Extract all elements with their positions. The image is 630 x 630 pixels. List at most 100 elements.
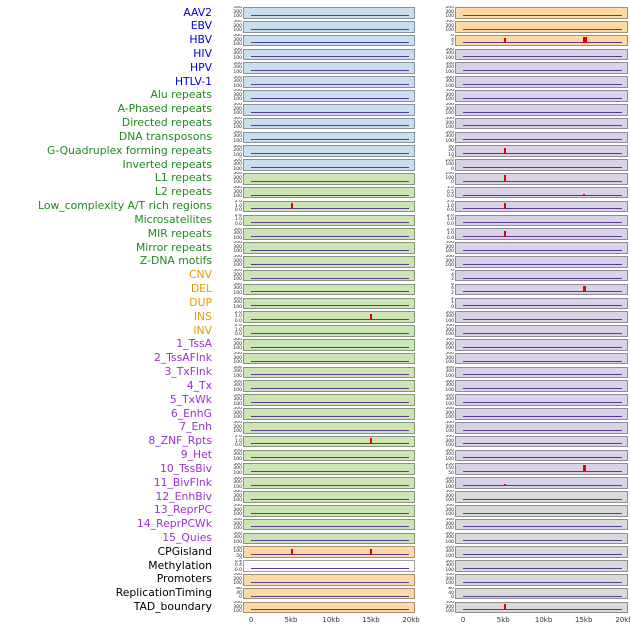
y-tick-label: 500 — [445, 407, 454, 412]
y-axis-ticks-left: 500 300 100 — [215, 283, 243, 296]
signal-baseline — [250, 443, 409, 445]
track-label: ReplicationTiming — [115, 586, 212, 600]
y-tick-label: 100 — [233, 415, 242, 421]
signal-baseline — [462, 374, 622, 376]
track-row: INV 2.0 1.0 0.0 500 300 100 — [0, 324, 630, 338]
y-tick-label: 2.0 — [234, 435, 242, 440]
signal-baseline — [250, 554, 409, 556]
track-panel-left — [243, 435, 415, 448]
y-tick-label: 500 — [445, 61, 454, 66]
y-axis-ticks-right: 500 300 100 — [415, 76, 455, 89]
y-axis-ticks-left: 500 300 100 — [215, 62, 243, 75]
y-axis-ticks-right: 1.0 0.5 0.0 — [415, 186, 455, 199]
y-tick-label: 100 — [233, 290, 242, 296]
track-row: EBV 500 300 100 500 300 100 — [0, 20, 630, 34]
signal-baseline — [462, 236, 622, 238]
y-tick-label: 100 — [445, 162, 454, 168]
track-panel-left — [243, 20, 415, 33]
y-axis-ticks-left: 500 300 100 — [215, 463, 243, 476]
y-tick-label: 500 — [233, 365, 242, 370]
y-tick-label: 100 — [233, 581, 242, 587]
track-label: Mirror repeats — [135, 240, 212, 254]
y-tick-label: 1.0 — [446, 217, 454, 223]
track-label: A-Phased repeats — [117, 102, 212, 116]
signal-baseline — [462, 277, 622, 279]
track-row: A-Phased repeats 300 200 100 500 300 100 — [0, 103, 630, 117]
y-tick-label: 300 — [233, 493, 242, 499]
track-panel-left — [243, 283, 415, 296]
y-tick-label: 300 — [445, 493, 454, 499]
signal-baseline — [462, 581, 622, 583]
y-tick-label: 300 — [233, 9, 242, 15]
y-tick-label: 0.0 — [446, 208, 454, 213]
track-row: 6_EnhG 500 300 100 500 300 100 — [0, 407, 630, 421]
track-row: MIR repeats 500 300 100 2.0 1.0 0.0 — [0, 227, 630, 241]
y-tick-label: 500 — [233, 448, 242, 453]
track-row: 9_Het 500 300 100 500 300 100 — [0, 449, 630, 463]
y-tick-label: 300 — [233, 23, 242, 29]
signal-baseline — [462, 28, 622, 30]
y-axis-ticks-left: 3002001000 — [215, 145, 243, 158]
y-axis-ticks-left: 500 300 100 — [215, 394, 243, 407]
signal-baseline — [250, 291, 409, 293]
track-panel-right — [455, 532, 628, 545]
y-tick-label: 100 — [233, 166, 242, 172]
y-tick-label: 100 — [233, 498, 242, 504]
signal-baseline — [462, 457, 622, 459]
y-tick-label: 500 — [233, 130, 242, 135]
y-tick-label: 0.0 — [234, 332, 242, 338]
track-panel-right — [455, 117, 628, 130]
track-label: L1 repeats — [154, 171, 212, 185]
y-tick-label: 100 — [233, 55, 242, 61]
track-label: 11_BivFlnk — [153, 475, 212, 489]
y-tick-label: 300 — [233, 272, 242, 278]
y-tick-label: 300 — [445, 369, 454, 375]
y-axis-ticks-left: 2.0 1.0 0.0 — [215, 311, 243, 324]
y-tick-label: 50 — [236, 553, 242, 559]
track-panel-right — [455, 228, 628, 240]
track-panel-right — [455, 518, 628, 531]
signal-baseline — [462, 526, 622, 528]
y-tick-label: 100 — [445, 526, 454, 532]
track-panel-left — [243, 62, 415, 75]
y-tick-label: 500 — [445, 435, 454, 440]
track-row: 12_EnhBiv 500 300 100 500 300 100 — [0, 490, 630, 504]
signal-baseline — [462, 471, 622, 473]
track-label: L2 repeats — [154, 185, 212, 199]
signal-baseline — [250, 471, 409, 473]
y-tick-label: 150 — [233, 545, 242, 550]
y-axis-ticks-left: 500 300 100 — [215, 477, 243, 490]
signal-baseline — [462, 388, 622, 390]
y-tick-label: 200 — [233, 106, 242, 112]
y-tick-label: 0.0 — [234, 208, 242, 213]
track-panel-left — [243, 380, 415, 393]
track-panel-right — [455, 7, 628, 19]
track-row: CNV 500 300 100 6 4 2 — [0, 269, 630, 283]
x-tick-label: 10kb — [322, 616, 340, 625]
signal-baseline — [462, 249, 622, 251]
signal-baseline — [250, 332, 409, 334]
y-tick-label: 300 — [445, 314, 454, 320]
y-tick-label: 300 — [445, 79, 454, 85]
track-label: 4_Tx — [186, 378, 212, 392]
signal-baseline — [250, 319, 409, 321]
y-tick-label: 100 — [233, 549, 242, 555]
y-tick-label: 2 — [451, 277, 454, 283]
y-tick-label: 100 — [233, 456, 242, 462]
signal-baseline — [462, 360, 622, 362]
y-tick-label: 100 — [445, 318, 454, 324]
y-axis-ticks-left: 500 300 100 — [215, 89, 243, 102]
track-label: 15_Quies — [162, 530, 212, 544]
track-panel-left — [243, 200, 415, 213]
track-row: G-Quadruplex forming repeats300200100030… — [0, 144, 630, 158]
track-rows-container: AAV2 500 300 100 500 300 100 EBV 500 300 100 500 300… — [0, 6, 630, 614]
y-tick-label: 100 — [233, 69, 242, 75]
signal-baseline — [462, 319, 622, 321]
x-tick-label: 0 — [248, 616, 254, 625]
track-panel-left — [243, 7, 415, 19]
track-panel-left — [243, 103, 415, 116]
y-axis-ticks-right: 500 300 100 — [415, 324, 455, 337]
y-tick-label: 300 — [445, 563, 454, 569]
track-panel-right — [455, 173, 628, 185]
